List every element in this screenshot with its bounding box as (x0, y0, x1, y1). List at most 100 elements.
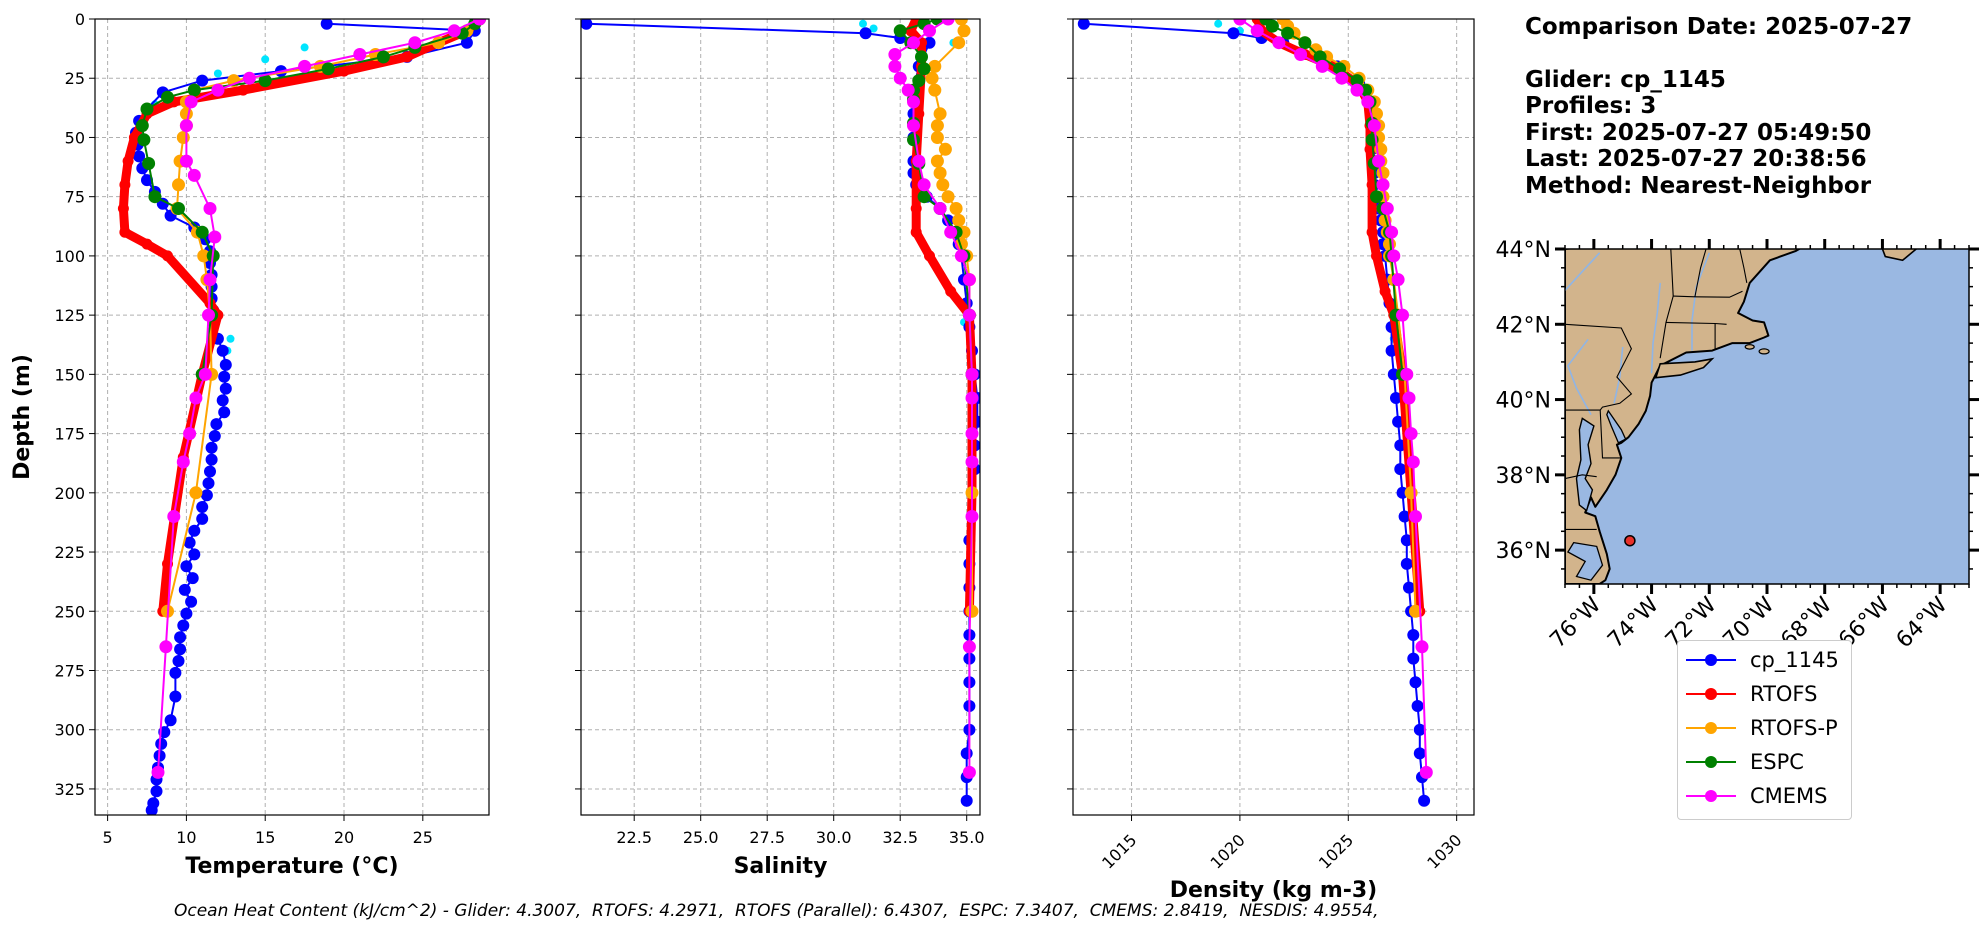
x-tick-label: 25 (413, 828, 433, 847)
legend-label: RTOFS (1750, 682, 1818, 706)
data-point (203, 202, 217, 215)
data-point (1404, 427, 1418, 441)
series-line (157, 19, 481, 774)
data-point (952, 36, 966, 50)
x-tick-label: 5 (103, 828, 113, 847)
data-point (933, 202, 947, 215)
data-point (195, 225, 209, 239)
data-point (176, 455, 190, 469)
data-point (965, 510, 979, 523)
series-cmems (888, 19, 979, 779)
data-point (203, 273, 217, 287)
legend-swatch (1686, 717, 1736, 739)
nova-scotia (1881, 249, 1918, 262)
data-point (907, 119, 920, 133)
river (1565, 252, 1601, 291)
data-point (164, 714, 177, 727)
data-point (148, 190, 162, 204)
x-tick-label: 1030 (1423, 830, 1465, 872)
data-point (1400, 367, 1414, 381)
data-point (912, 154, 926, 168)
data-point (196, 74, 209, 87)
data-point (1418, 794, 1431, 807)
data-point (298, 59, 312, 73)
x-tick-label: 35.0 (949, 828, 985, 847)
data-point (910, 226, 922, 238)
data-point (174, 643, 187, 656)
data-point (1392, 415, 1405, 428)
data-point (187, 83, 201, 97)
map-lat-label: 44°N (1496, 238, 1551, 263)
data-point (1415, 640, 1429, 654)
data-point (1385, 225, 1399, 239)
series-line (141, 19, 481, 376)
x-axis-label: Temperature (°C) (185, 854, 398, 879)
comparison-date: Comparison Date: 2025-07-27 (1525, 14, 1913, 40)
series-cp-1145 (581, 19, 980, 807)
data-point (954, 249, 968, 263)
data-point (1407, 652, 1420, 665)
x-tick-label: 30.0 (816, 828, 852, 847)
data-point (1379, 285, 1391, 297)
data-point (376, 50, 390, 64)
data-point (965, 455, 979, 469)
profile-count: Profiles: 3 (1525, 93, 1657, 119)
data-point (179, 154, 193, 168)
state-border (1673, 290, 1743, 298)
data-point (1272, 36, 1286, 50)
data-point (169, 666, 182, 679)
data-point (965, 391, 979, 405)
data-point (1366, 226, 1378, 238)
data-point (189, 486, 203, 500)
data-point (141, 238, 153, 250)
legend-swatch (1686, 683, 1736, 705)
data-point (962, 640, 976, 654)
salinity-panel: 22.5 25.0 27.5 30.0 32.5 35.0 Salinity (575, 18, 985, 879)
map-lat-label: 38°N (1496, 464, 1551, 489)
map-lon-label: 76°W (1545, 592, 1606, 653)
state-border (1694, 249, 1707, 297)
x-tick-label: 15 (255, 828, 275, 847)
river (1613, 346, 1624, 404)
state-border (1565, 323, 1633, 411)
y-tick-label: 125 (54, 306, 85, 325)
data-point (912, 74, 926, 88)
data-point (1350, 83, 1364, 97)
x-axis-label: Density (kg m-3) (1170, 878, 1378, 903)
data-point (1376, 178, 1390, 192)
map-lat-label: 36°N (1496, 539, 1551, 564)
data-point (172, 202, 185, 215)
data-point (1298, 36, 1312, 50)
glider-name: Glider: cp_1145 (1525, 66, 1726, 93)
data-point (216, 344, 229, 357)
data-point (915, 50, 928, 64)
data-point (186, 572, 199, 585)
y-tick-label: 275 (54, 661, 85, 680)
data-point (320, 19, 333, 30)
data-point (859, 27, 872, 40)
axes-frame (580, 18, 981, 816)
data-point (910, 203, 922, 214)
series-line (893, 19, 973, 774)
data-point (1380, 202, 1394, 215)
data-point (1281, 26, 1295, 40)
data-point (1265, 19, 1279, 33)
data-point (142, 157, 156, 170)
legend-item-rtofs-p: RTOFS-P (1686, 713, 1838, 743)
legend-item-cmems: CMEMS (1686, 781, 1828, 811)
data-point (1335, 71, 1349, 85)
data-point (119, 179, 131, 191)
data-point (938, 142, 952, 156)
data-point (1409, 510, 1422, 523)
data-point (1394, 463, 1407, 476)
delaware-bay (1606, 409, 1627, 444)
data-point (196, 512, 209, 525)
y-tick-label: 25 (65, 69, 85, 88)
state-border (1599, 410, 1622, 459)
data-point (1390, 392, 1402, 404)
data-point (169, 690, 182, 703)
x-tick-label: 25.0 (683, 828, 719, 847)
y-tick-label: 325 (54, 780, 85, 799)
data-point (145, 804, 158, 815)
